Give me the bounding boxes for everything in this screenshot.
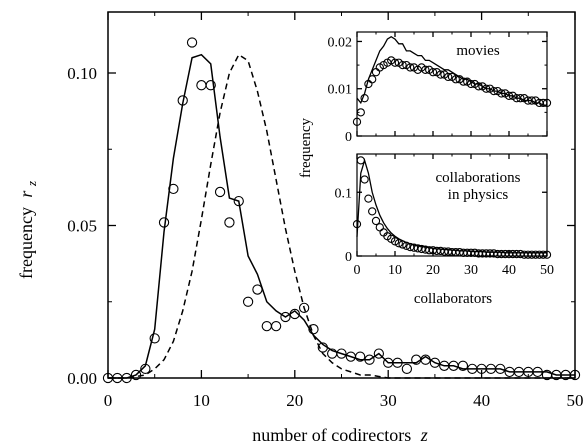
inset-movies-data-point xyxy=(451,75,460,84)
x-axis-title-symbol: z xyxy=(420,425,428,445)
inset-physics-plot: 0 10 20 30 40 50 0 0.1 xyxy=(335,153,554,278)
inset-movies-data-point xyxy=(398,60,407,70)
inset-movies-data-point xyxy=(444,72,453,82)
x-axis-title: number of codirectors z xyxy=(252,425,427,445)
inset-movies-data-point xyxy=(356,108,365,117)
main-data-point xyxy=(298,302,310,313)
inset-physics-x-tick-label: 50 xyxy=(540,263,554,278)
main-data-point xyxy=(401,363,413,374)
inset-movies-data-point xyxy=(459,77,468,86)
inset-movies-frame xyxy=(356,31,548,137)
main-data-point xyxy=(261,320,272,332)
main-data-point xyxy=(252,284,263,295)
inset-physics-data-point xyxy=(539,250,548,259)
inset-movies-data-point xyxy=(542,98,552,108)
inset-movies-data-point xyxy=(352,117,362,126)
main-x-tick-label: 50 xyxy=(567,391,584,410)
inset-movies-solid-line xyxy=(356,35,547,106)
main-plot: 0 10 20 30 40 500.000.050.10 xyxy=(67,11,584,410)
inset-movies-y-tick-label: 0.01 xyxy=(328,83,353,98)
main-data-point xyxy=(149,333,160,344)
main-x-tick-label: 10 xyxy=(193,391,210,410)
inset-physics-data-point xyxy=(409,243,419,252)
main-data-point xyxy=(336,348,347,359)
inset-physics-data-point xyxy=(364,194,373,203)
inset-physics-data-point xyxy=(542,250,552,259)
inset-movies-data-point xyxy=(406,63,415,72)
inset-physics-x-tick-label: 30 xyxy=(464,263,478,278)
inset-physics-data-point xyxy=(413,244,422,253)
y-axis-title: frequency r z xyxy=(16,181,39,279)
inset-movies-data-point xyxy=(428,68,438,77)
inset-physics-data-point xyxy=(360,175,369,184)
y-axis-title-symbol: r xyxy=(16,190,36,198)
main-data-point xyxy=(214,186,226,198)
inset-movies-data-point xyxy=(390,58,400,67)
inset-y-axis-title: frequency xyxy=(298,118,314,178)
main-data-point xyxy=(224,217,235,228)
main-data-point xyxy=(158,217,170,228)
inset-x-axis-title: collaborators xyxy=(414,291,492,307)
main-data-point xyxy=(373,348,385,359)
main-data-point xyxy=(355,351,366,362)
y-axis-title-text: frequency xyxy=(16,207,36,279)
main-data-point xyxy=(270,320,282,332)
main-data-point xyxy=(130,369,142,381)
inset-movies-data-point xyxy=(436,70,445,79)
inset-physics-solid-line xyxy=(356,158,547,254)
inset-physics-data-point xyxy=(390,237,400,246)
y-axis-title-subscript: z xyxy=(24,181,39,187)
inset-movies-plot: 0 0.01 0.02 xyxy=(328,31,552,145)
main-data-point xyxy=(233,195,244,207)
inset-movies-data-point xyxy=(371,68,381,77)
main-data-point xyxy=(429,357,441,368)
main-x-tick-label: 30 xyxy=(380,391,397,410)
inset-physics-title-line-1: collaborations xyxy=(436,170,521,186)
inset-movies-data-point xyxy=(421,65,430,74)
inset-physics-data-point xyxy=(371,216,381,226)
main-x-tick-label: 20 xyxy=(286,391,303,410)
main-dashed-line xyxy=(108,53,575,379)
inset-physics-y-tick-label: 0.1 xyxy=(335,186,353,201)
main-data-point xyxy=(242,296,254,307)
inset-movies-y-tick-label: 0.02 xyxy=(328,35,353,50)
inset-physics-data-point xyxy=(375,223,384,232)
main-data-point xyxy=(196,80,207,91)
inset-physics-data-point xyxy=(368,207,377,216)
main-data-point xyxy=(457,360,469,371)
main-y-tick-label: 0.00 xyxy=(67,369,97,388)
main-y-tick-label: 0.05 xyxy=(67,217,97,236)
inset-physics-data-point xyxy=(417,244,426,254)
main-y-tick-label: 0.10 xyxy=(67,64,97,83)
inset-movies-title: movies xyxy=(456,43,499,59)
main-solid-line xyxy=(108,53,575,379)
main-data-point xyxy=(205,80,216,91)
inset-movies-y-tick-label: 0 xyxy=(345,130,352,145)
main-x-tick-label: 40 xyxy=(473,391,490,410)
inset-physics-x-tick-label: 10 xyxy=(388,263,402,278)
x-axis-title-text: number of codirectors xyxy=(252,425,411,445)
inset-physics-title-line-2: in physics xyxy=(448,187,509,203)
inset-physics-x-tick-label: 0 xyxy=(354,263,361,278)
main-x-tick-label: 0 xyxy=(104,391,113,410)
main-data-point xyxy=(186,37,198,48)
inset-physics-x-tick-label: 20 xyxy=(426,263,440,278)
inset-physics-y-tick-label: 0 xyxy=(345,250,352,265)
main-data-point xyxy=(280,311,291,323)
inset-physics-data-point xyxy=(394,239,403,248)
inset-physics-x-tick-label: 40 xyxy=(502,263,516,278)
